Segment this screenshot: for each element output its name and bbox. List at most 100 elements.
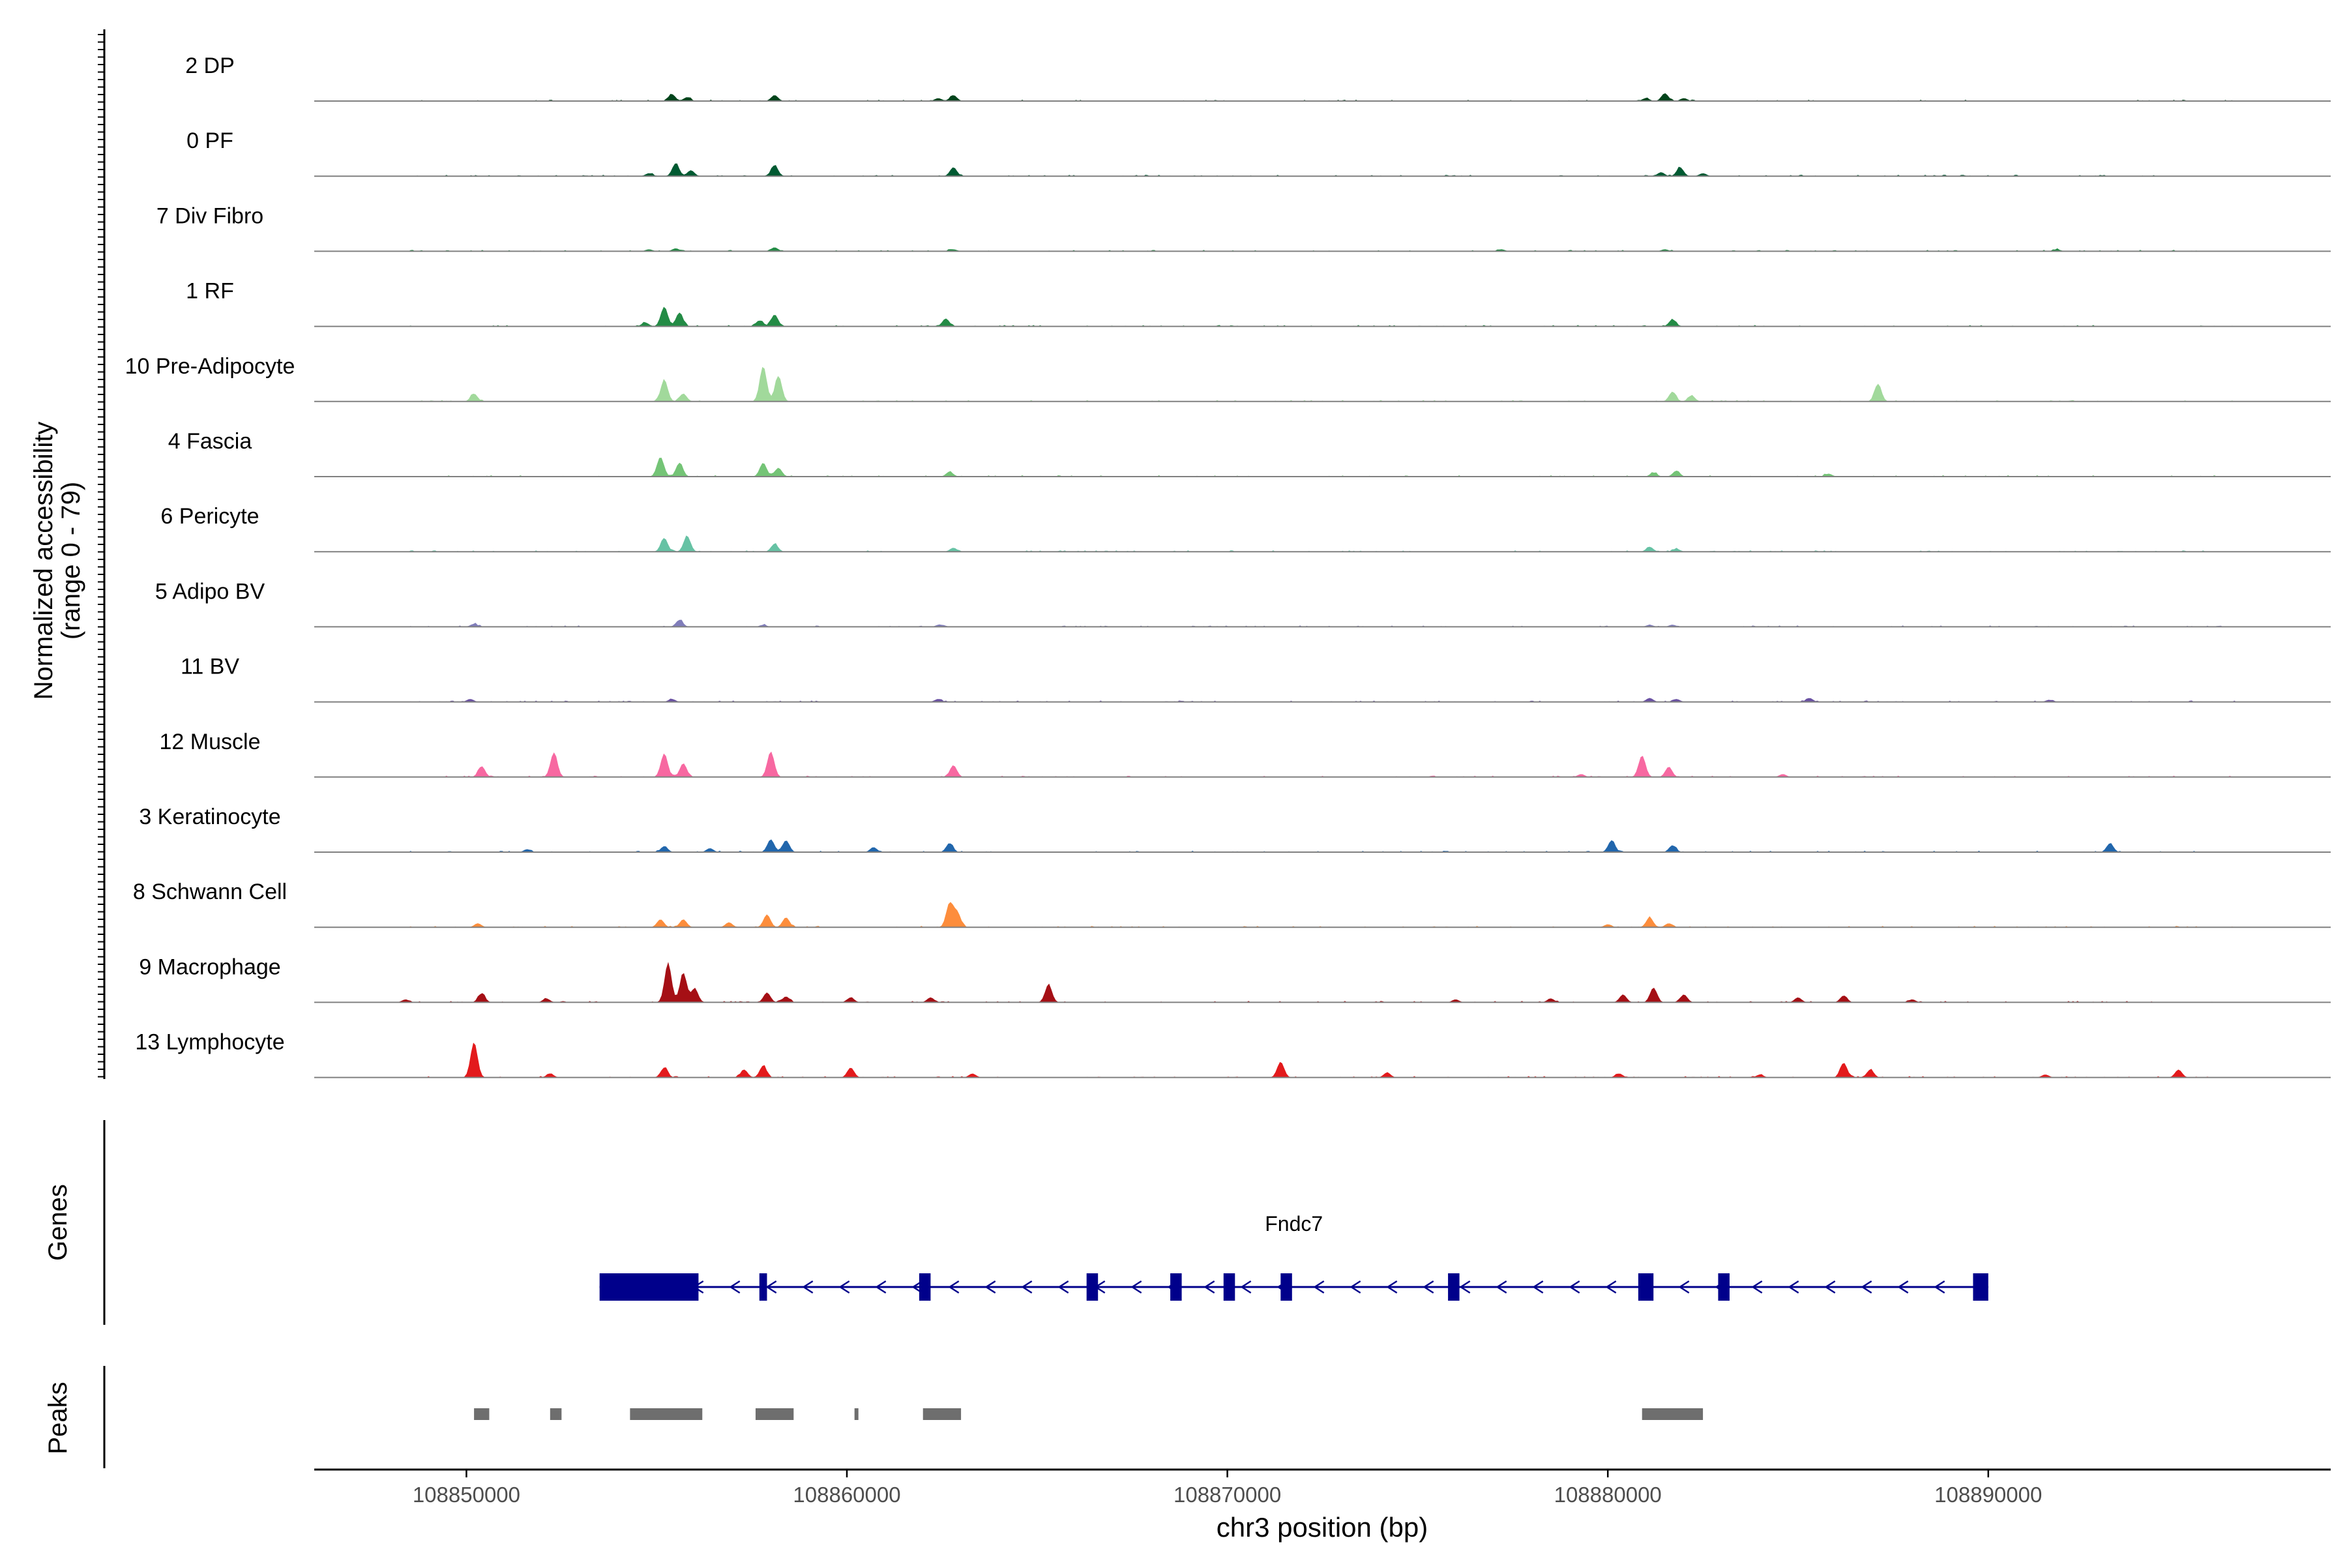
strand-arrow [1423,1280,1434,1294]
gene-exon [1170,1273,1182,1301]
strand-arrow [1897,1280,1909,1294]
track-7: 5 Adipo BV [155,579,2331,628]
strand-arrow [1021,1280,1033,1294]
gene-exon [599,1273,699,1301]
track-label: 11 BV [181,655,239,679]
gene-exon [919,1273,931,1301]
strand-arrow [1532,1280,1544,1294]
peak-region [755,1408,794,1420]
strand-arrow [1861,1280,1872,1294]
strand-arrow [1824,1280,1836,1294]
gene-exon [1718,1273,1730,1301]
gene-exon [1638,1273,1654,1301]
gene-track [599,1273,1988,1301]
track-label: 0 PF [186,128,233,153]
track-label: 1 RF [186,279,234,304]
coverage-area [314,1043,2331,1078]
strand-arrow [1569,1280,1580,1294]
peaks-axis-label: Peaks [44,1382,72,1454]
track-label: 10 Pre-Adipocyte [125,354,295,379]
strand-arrow [1313,1280,1325,1294]
track-3: 1 RF [186,279,2331,327]
y-axis-label-line1: Normalized accessibility [29,422,58,700]
strand-arrow [1057,1280,1069,1294]
track-label: 9 Macrophage [139,954,280,979]
coverage-area [314,902,2331,928]
coverage-area [314,458,2331,477]
strand-arrow [729,1280,741,1294]
coverage-area [314,962,2331,1003]
peak-track [474,1408,1704,1420]
x-tick-label: 108890000 [1934,1483,2042,1507]
track-label: 13 Lymphocyte [135,1030,284,1055]
track-1: 0 PF [186,128,2331,177]
track-label: 4 Fascia [168,429,252,454]
strand-arrow [875,1280,887,1294]
track-9: 12 Muscle [160,730,2331,778]
y-axis [98,29,106,1079]
coverage-area [314,839,2331,852]
track-label: 6 Pericyte [160,504,259,529]
strand-arrow [838,1280,850,1294]
peak-region [1642,1408,1704,1420]
strand-arrow [1605,1280,1617,1294]
coverage-area [314,619,2331,627]
gene-exon [1280,1273,1292,1301]
track-11: 8 Schwann Cell [133,880,2331,928]
strand-arrow [1130,1280,1142,1294]
coverage-area [314,306,2331,327]
gene-exon [1086,1273,1099,1301]
track-2: 7 Div Fibro [156,203,2331,252]
track-8: 11 BV [181,655,2331,703]
x-tick-label: 108870000 [1174,1483,1281,1507]
track-label: 8 Schwann Cell [133,880,287,904]
strand-arrow [1203,1280,1215,1294]
strand-arrow [1678,1280,1690,1294]
track-label: 12 Muscle [160,730,261,754]
strand-arrow [1240,1280,1252,1294]
coverage-area [314,93,2331,101]
coverage-area [314,366,2331,402]
strand-arrow [948,1280,960,1294]
peak-region [550,1408,562,1420]
strand-arrow [1751,1280,1763,1294]
coverage-area [314,163,2331,177]
strand-arrow [765,1280,777,1294]
coverage-area [314,751,2331,777]
strand-arrow [984,1280,996,1294]
track-label: 5 Adipo BV [155,579,265,604]
track-6: 6 Pericyte [160,504,2331,553]
track-12: 9 Macrophage [139,954,2331,1003]
gene-exon [1448,1273,1460,1301]
track-4: 10 Pre-Adipocyte [125,354,2331,402]
track-label: 2 DP [185,53,235,78]
y-axis-label-line2: (range 0 - 79) [57,482,85,640]
peak-region [923,1408,962,1420]
strand-arrow [1788,1280,1799,1294]
track-5: 4 Fascia [168,429,2331,477]
peak-region [630,1408,703,1420]
coverage-area [314,535,2331,552]
track-13: 13 Lymphocyte [135,1030,2331,1078]
x-tick-label: 108880000 [1554,1483,1662,1507]
x-axis-ticks: 108850000 108860000 108870000 108880000 1088… [413,1470,2042,1507]
peak-region [474,1408,490,1420]
strand-arrow [1350,1280,1361,1294]
strand-arrow [1496,1280,1507,1294]
peak-region [854,1408,859,1420]
strand-arrow [1386,1280,1398,1294]
track-label: 7 Div Fibro [156,203,263,228]
coverage-tracks: 2 DP 0 PF 7 Div Fibro 1 RF 10 Pre-Adipocyte 4… [125,53,2331,1078]
strand-arrow [1459,1280,1471,1294]
gene-name-label: Fndc7 [1265,1212,1323,1235]
x-tick-label: 108860000 [793,1483,900,1507]
strand-arrow [1934,1280,1945,1294]
track-0: 2 DP [185,53,2331,102]
strand-arrow [802,1280,814,1294]
track-10: 3 Keratinocyte [139,805,2331,853]
gene-exon [1973,1273,1988,1301]
gene-exon [759,1273,767,1301]
x-axis-label: chr3 position (bp) [1217,1512,1428,1543]
track-label: 3 Keratinocyte [139,805,280,829]
